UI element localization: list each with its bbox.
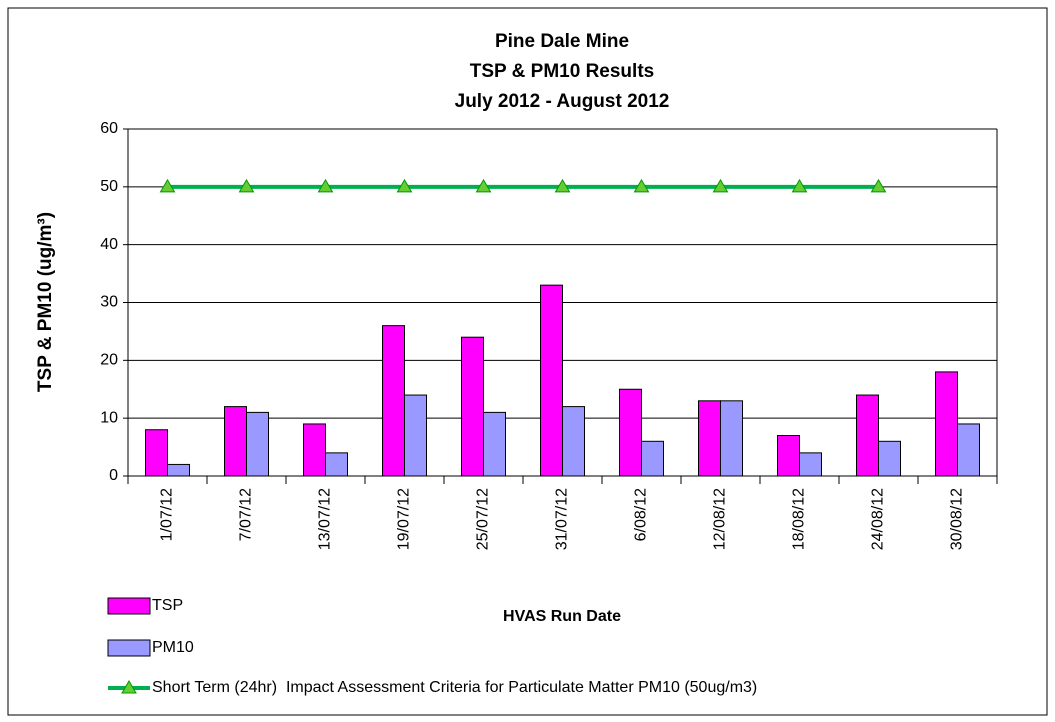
y-axis-label: TSP & PM10 (ug/m³): [35, 212, 56, 392]
x-tick-label: 24/08/12: [870, 488, 887, 550]
bar: [619, 388, 642, 477]
line-marker: [317, 178, 334, 193]
legend-label: PM10: [152, 639, 194, 656]
x-tick-label: 7/07/12: [238, 488, 255, 541]
bar: [246, 411, 269, 477]
y-tick-label: 0: [109, 467, 118, 484]
x-tick-label: 31/07/12: [554, 488, 571, 550]
legend-label: Short Term (24hr) Impact Assessment Crit…: [152, 679, 757, 696]
chart-title: TSP & PM10 Results: [470, 61, 654, 82]
x-tick-label: 1/07/12: [159, 488, 176, 541]
x-tick-label: 18/08/12: [791, 488, 808, 550]
line-marker: [870, 178, 887, 193]
legend-label: TSP: [152, 597, 183, 614]
bar: [167, 463, 190, 477]
line-marker: [238, 178, 255, 193]
y-tick-label: 20: [100, 352, 118, 369]
bar: [382, 325, 405, 477]
bar: [145, 429, 168, 477]
line-marker: [633, 178, 650, 193]
bar: [483, 411, 506, 477]
x-tick-label: 13/07/12: [317, 488, 334, 550]
chart-title: Pine Dale Mine: [495, 31, 629, 52]
bar: [957, 423, 980, 477]
y-tick-label: 10: [100, 409, 118, 426]
bar: [720, 400, 743, 477]
line-marker: [396, 178, 413, 193]
legend-swatch: [107, 597, 151, 615]
line-marker: [475, 178, 492, 193]
bar: [562, 406, 585, 477]
bar: [224, 406, 247, 477]
y-tick-label: 50: [100, 178, 118, 195]
y-tick-label: 60: [100, 120, 118, 137]
bar: [461, 336, 484, 477]
chart-border: [7, 7, 1048, 716]
line-marker: [791, 178, 808, 193]
legend-marker: [121, 680, 137, 694]
bar: [777, 435, 800, 477]
line-marker: [554, 178, 571, 193]
x-tick-label: 12/08/12: [712, 488, 729, 550]
x-tick-label: 30/08/12: [949, 488, 966, 550]
bar: [698, 400, 721, 477]
x-tick-label: 19/07/12: [396, 488, 413, 550]
bar: [540, 284, 563, 477]
bar: [799, 452, 822, 477]
bar: [303, 423, 326, 477]
y-tick-label: 30: [100, 294, 118, 311]
bar: [878, 440, 901, 477]
bar: [404, 394, 427, 477]
bar: [856, 394, 879, 477]
chart-title: July 2012 - August 2012: [455, 91, 670, 112]
y-tick-label: 40: [100, 236, 118, 253]
bar: [641, 440, 664, 477]
line-marker: [159, 178, 176, 193]
x-tick-label: 6/08/12: [633, 488, 650, 541]
x-axis-label: HVAS Run Date: [503, 608, 621, 625]
x-tick-label: 25/07/12: [475, 488, 492, 550]
bar: [935, 371, 958, 477]
line-marker: [712, 178, 729, 193]
legend-swatch: [107, 639, 151, 657]
bar: [325, 452, 348, 477]
